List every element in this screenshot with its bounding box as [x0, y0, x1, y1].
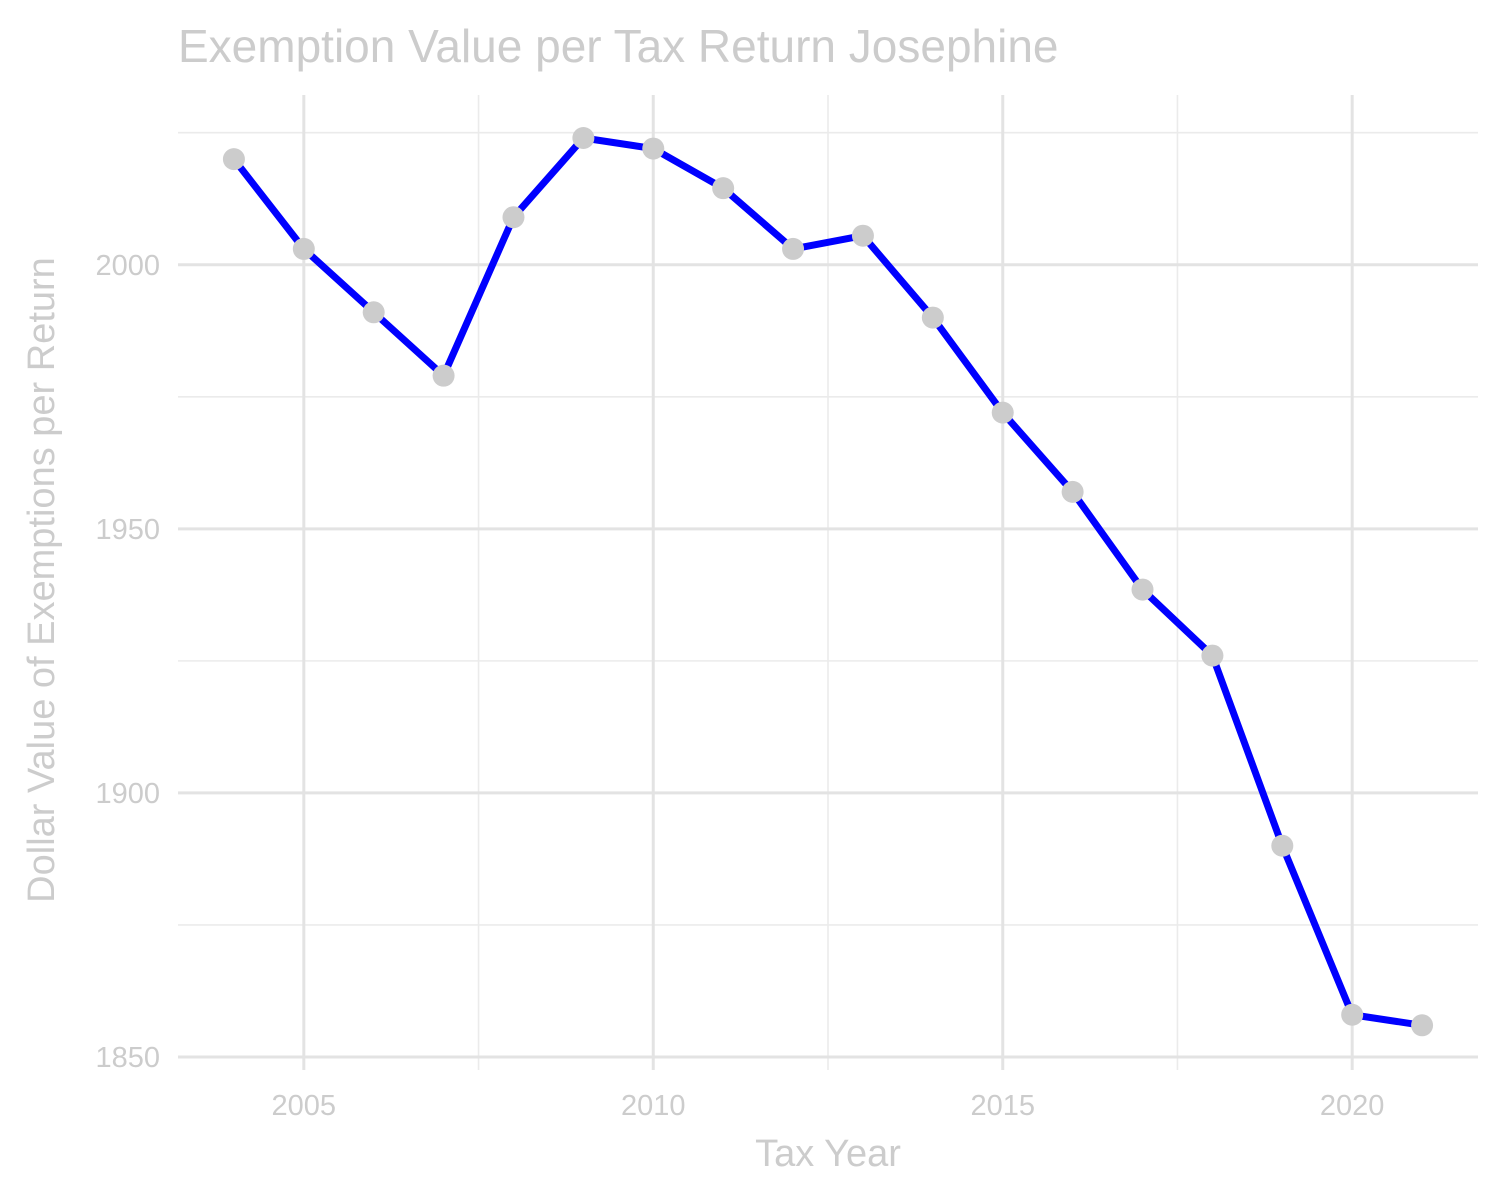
- data-point: [1061, 480, 1084, 503]
- y-tick-label: 1850: [95, 1042, 160, 1074]
- x-tick-label: 2020: [1320, 1090, 1385, 1122]
- data-point: [782, 237, 805, 260]
- data-point: [851, 224, 874, 247]
- data-point: [572, 127, 595, 149]
- x-tick-label: 2015: [970, 1090, 1035, 1122]
- data-point: [1271, 834, 1294, 857]
- data-point: [712, 177, 735, 200]
- x-tick-label: 2010: [621, 1090, 686, 1122]
- data-point: [362, 301, 385, 324]
- data-point: [1341, 1003, 1364, 1026]
- data-point: [432, 364, 455, 387]
- y-tick-label: 2000: [95, 250, 160, 282]
- data-point: [991, 401, 1014, 424]
- data-point: [1411, 1014, 1434, 1037]
- data-point: [502, 206, 525, 229]
- tick-labels: 2005 2010 2015 2020 1850 1900 1950 2000: [95, 250, 1384, 1122]
- series-line: [230, 134, 1426, 1029]
- data-point: [642, 137, 665, 160]
- series-layer: [222, 127, 1434, 1037]
- y-tick-label: 1900: [95, 778, 160, 810]
- y-tick-label: 1950: [95, 514, 160, 546]
- x-axis-title: Tax Year: [755, 1133, 901, 1175]
- x-tick-label: 2005: [272, 1090, 337, 1122]
- chart-title: Exemption Value per Tax Return Josephine: [178, 20, 1059, 72]
- data-point: [292, 237, 315, 260]
- y-axis-title: Dollar Value of Exemptions per Return: [21, 257, 63, 903]
- data-point: [1131, 578, 1154, 601]
- data-point: [222, 148, 245, 171]
- data-point: [1201, 644, 1224, 667]
- data-point: [921, 306, 944, 329]
